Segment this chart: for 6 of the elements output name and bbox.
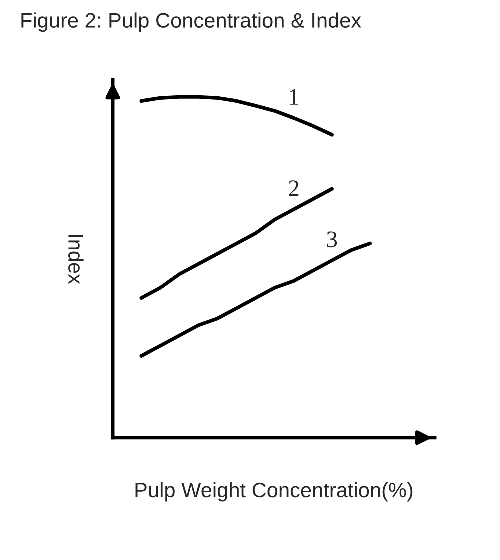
- series-label: 2: [289, 180, 299, 196]
- series-label: 1: [290, 89, 298, 105]
- series-label: 3: [327, 232, 338, 248]
- y-axis-title: Index: [68, 235, 84, 284]
- chart-title: Figure 2: Pulp Concentration & Index: [22, 12, 362, 32]
- x-axis-title: Pulp Weight Concentration(%): [136, 482, 413, 502]
